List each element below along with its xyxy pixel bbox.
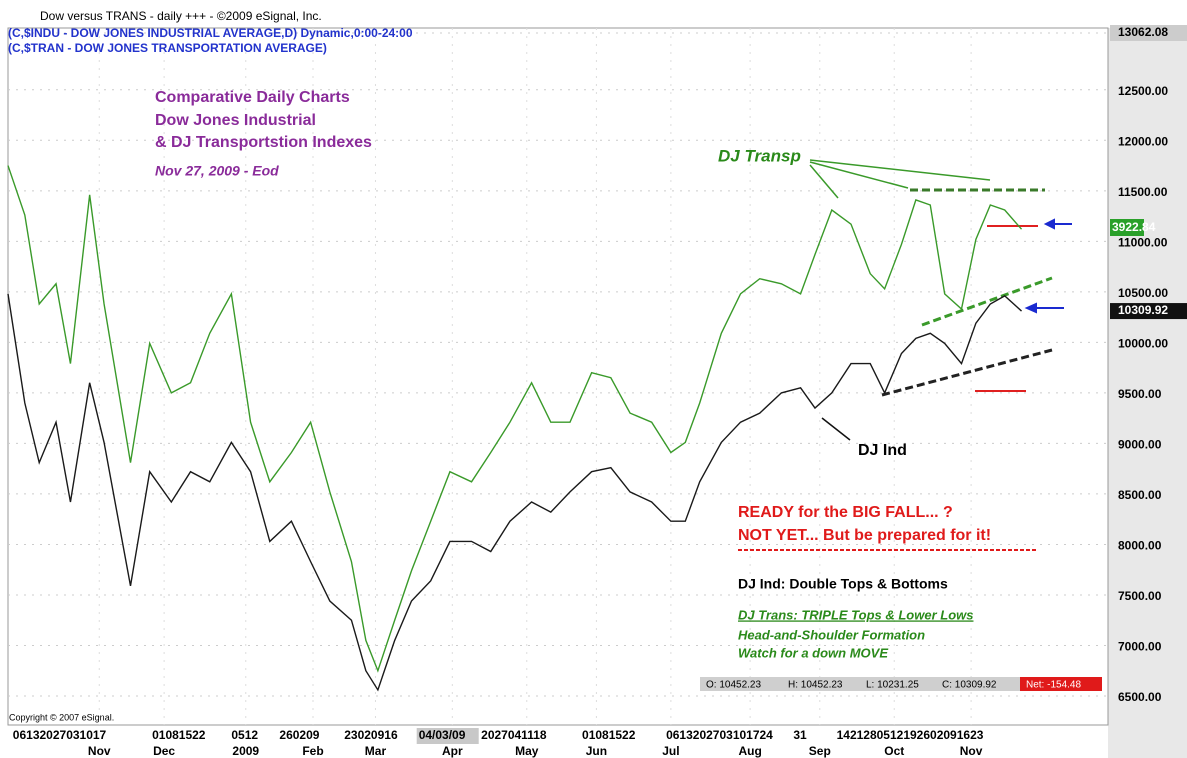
y-tick-label: 9500.00	[1118, 387, 1162, 401]
x-day-label: 1421280512192602091623	[837, 728, 984, 742]
annotation: Watch for a down MOVE	[738, 645, 888, 660]
series-line	[7, 165, 1023, 673]
x-tick-label: Apr	[442, 744, 463, 758]
x-day-label: 06132027031017	[13, 728, 107, 742]
trend-lines	[881, 188, 1053, 397]
x-tick-label: May	[515, 744, 539, 758]
y-tick-label: 7000.00	[1118, 640, 1162, 654]
x-day-label: 260209	[279, 728, 319, 742]
annotation: DJ Trans: TRIPLE Tops & Lower Lows	[738, 607, 973, 622]
status: H: 10452.23	[788, 680, 843, 691]
annotation: Nov 27, 2009 - Eod	[155, 163, 279, 179]
x-day-label: 01081522	[152, 728, 206, 742]
x-tick-label: Dec	[153, 744, 175, 758]
annotation: Dow Jones Industrial	[155, 112, 316, 129]
y-tick-label: 12000.00	[1118, 134, 1168, 148]
x-tick-label: Nov	[88, 744, 111, 758]
x-day-label: 31	[793, 728, 807, 742]
x-day-label: 01081522	[582, 728, 636, 742]
arrows	[1024, 218, 1072, 314]
annotation: Comparative Daily Charts	[155, 89, 350, 106]
value-label: 10309.92	[1118, 303, 1168, 317]
status-bar	[700, 677, 1020, 691]
annotation: DJ Ind: Double Tops & Bottoms	[738, 576, 948, 592]
y-tick-label: 9000.00	[1118, 438, 1162, 452]
x-tick-label: Sep	[809, 744, 831, 758]
x-tick-label: 2009	[232, 744, 259, 758]
legend-entry: (C,$INDU - DOW JONES INDUSTRIAL AVERAGE,…	[8, 26, 413, 40]
y-tick-label: 11500.00	[1118, 185, 1168, 199]
annotation: & DJ Transportstion Indexes	[155, 134, 372, 151]
x-day-label: 23020916	[344, 728, 398, 742]
annotation-arrows	[809, 159, 991, 199]
status-net	[1020, 677, 1102, 691]
y-tick-label: 11000.00	[1118, 236, 1168, 250]
x-tick-label: Nov	[960, 744, 983, 758]
annotation: Head-and-Shoulder Formation	[738, 627, 925, 642]
y-tick-label: 13062.08	[1118, 25, 1168, 39]
plot-frame	[7, 27, 1109, 726]
x-tick-label: Oct	[884, 744, 904, 758]
last-value-box	[1110, 219, 1144, 236]
x-tick-label: Jun	[586, 744, 607, 758]
annotation: NOT YET... But be prepared for it!	[738, 527, 991, 544]
tick-box	[1110, 25, 1187, 41]
copyright: Copyright © 2007 eSignal.	[9, 712, 114, 722]
y-tick-label: 7500.00	[1118, 589, 1162, 603]
y-tick-label: 8000.00	[1118, 539, 1162, 553]
x-tick-label: Jul	[662, 744, 679, 758]
annotation: READY for the BIG FALL... ?	[738, 504, 953, 521]
annotation: DJ Transp	[718, 146, 801, 165]
x-day-label: 0613202703101724	[666, 728, 773, 742]
last-value-box	[1110, 303, 1187, 320]
series-line	[7, 293, 1023, 692]
x-day-label: 2027041118	[481, 728, 547, 742]
status: Net: -154.48	[1026, 680, 1081, 691]
x-tick-label: Feb	[302, 744, 323, 758]
y-tick-label: 12500.00	[1118, 84, 1168, 98]
y-tick-label: 10500.00	[1118, 286, 1168, 300]
x-day-label: 04/03/09	[419, 728, 466, 742]
x-day-label: 0512	[231, 728, 258, 742]
y-tick-label: 8500.00	[1118, 488, 1162, 502]
annotation-arrow	[821, 417, 851, 441]
date-highlight	[416, 728, 479, 744]
chart-title: Dow versus TRANS - daily +++ - ©2009 eSi…	[40, 9, 322, 23]
y-tick-label: 10000.00	[1118, 337, 1168, 351]
price-axis	[1108, 28, 1187, 758]
x-tick-label: Mar	[365, 744, 387, 758]
x-tick-label: Aug	[738, 744, 761, 758]
status: C: 10309.92	[942, 680, 997, 691]
status: L: 10231.25	[866, 680, 919, 691]
legend-entry: (C,$TRAN - DOW JONES TRANSPORTATION AVER…	[8, 41, 327, 55]
status: O: 10452.23	[706, 680, 761, 691]
y-tick-label: 6500.00	[1118, 690, 1162, 704]
annotation: DJ Ind	[858, 442, 907, 459]
last-value: 3922.84	[1112, 220, 1156, 234]
